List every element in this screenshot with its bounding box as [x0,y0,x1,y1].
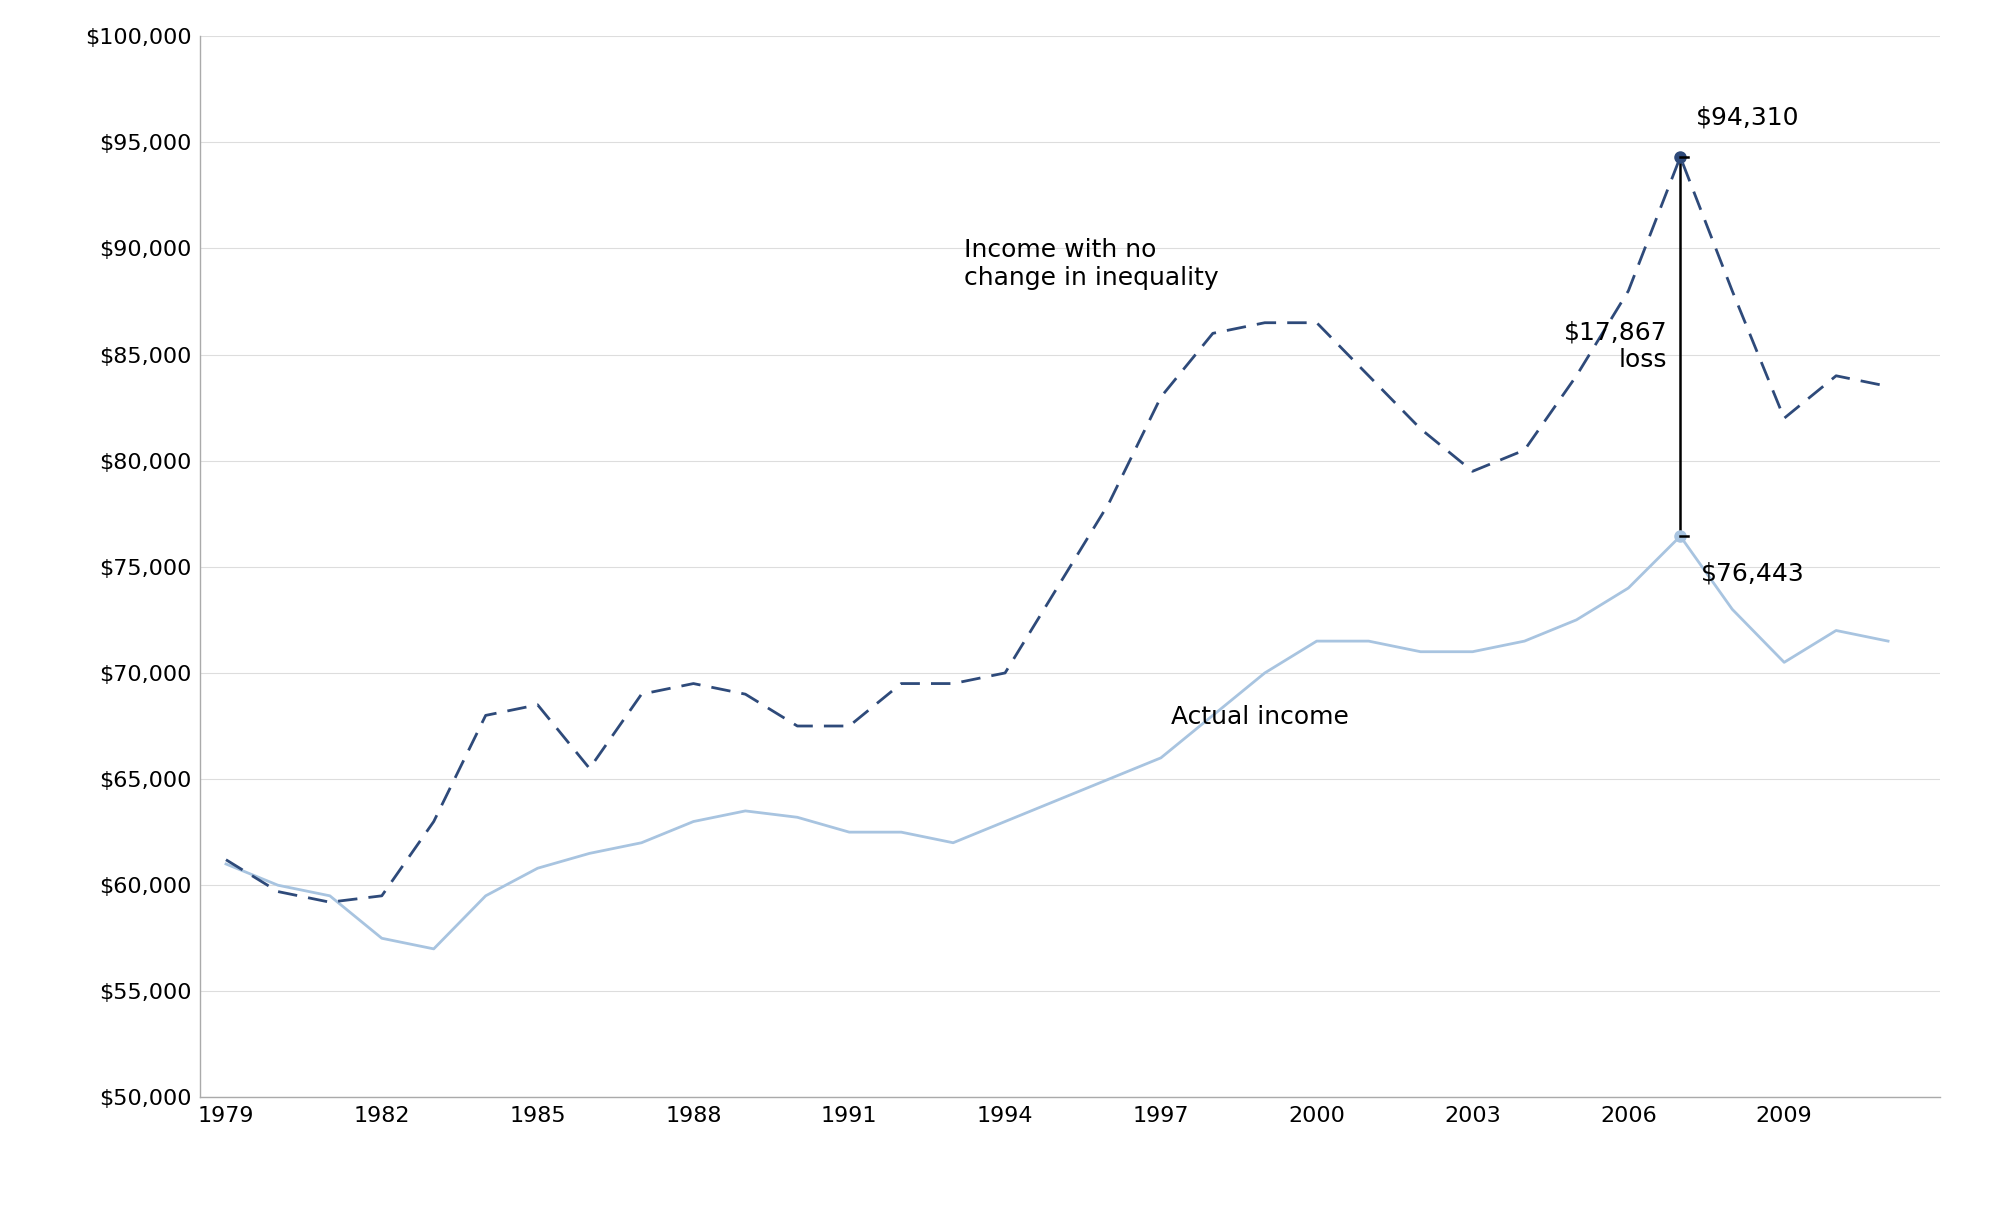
Text: $76,443: $76,443 [1702,562,1804,586]
Text: $94,310: $94,310 [1696,105,1800,129]
Text: Income with no
change in inequality: Income with no change in inequality [964,238,1218,289]
Text: $17,867
loss: $17,867 loss [1564,321,1668,373]
Text: Actual income: Actual income [1172,704,1350,728]
